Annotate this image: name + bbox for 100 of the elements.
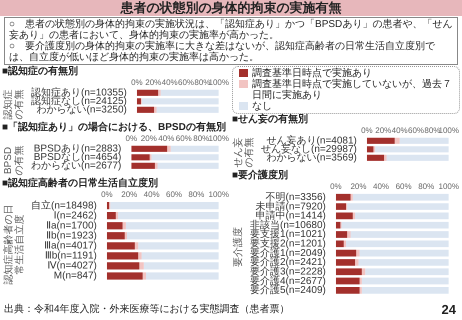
bar [106,252,138,260]
bar [154,106,157,113]
bar [110,202,219,210]
x-tick-label: 100% [438,126,460,136]
y-tick-label: わからない(n=3569) [266,152,357,164]
bar [365,268,449,276]
x-tick-label: 80% [418,182,434,192]
chart-title: ■認知症高齢者の日常生活自立度別 [2,178,160,189]
y-axis-title: 認知症の有無 [2,88,25,121]
bar [350,231,449,238]
bar [158,162,219,169]
bar [122,222,126,230]
bar [124,232,128,240]
source-note: 出典：令和4年度入院・外来医療等における実態調査（患者票） [4,304,290,316]
y-tick-label: 要介護5(n=2409) [250,284,326,296]
text: ■せん妄の有無別 [232,114,310,125]
y-tick-label: わからない(n=2677) [30,160,122,172]
bar [126,222,219,230]
x-tick-label: 20% [350,182,366,192]
bar [366,146,374,152]
y-tick-label: Ⅳ(n=4027) [47,260,97,272]
chart-title: ■「認知症あり」の場合における、BPSDの有無別 [2,122,227,133]
bar [346,240,449,248]
legend-label: 調査基準日時点で実施あり [252,68,372,79]
bar [136,106,154,113]
y-axis-title: 要介護度 [232,226,244,269]
bar [131,146,168,152]
bar [142,98,219,104]
x-tick-label: 100% [208,78,230,88]
x-tick-label: 60% [176,134,192,144]
y-axis-title: 認知症高齢者の日常生活自立度 [2,203,25,286]
bar [375,146,449,152]
bar [366,154,384,161]
bar [336,212,353,220]
text: ■認知症の有無別 [2,66,80,77]
bar [151,154,219,160]
x-tick-label: 60% [178,78,194,88]
bar [356,250,360,256]
bar [131,154,150,160]
bar [355,212,449,220]
bar [384,154,387,161]
bar [118,212,219,220]
text: ○ 要介護度別の身体的拘束の実施率に大きな差はないが、認知症高齢者の日常生活自立度別では、自立度が低いほど身体的拘束の実施率は高かった。 [9,41,436,63]
x-tick-label: 80% [424,126,440,136]
bar [167,146,171,152]
x-tick-label: 20% [145,78,162,88]
legend-label: なし [252,101,272,112]
bar [146,272,219,280]
bar [352,194,449,201]
x-tick-label: 0% [131,78,143,88]
bar [336,194,351,201]
bar [362,286,449,294]
x-tick-label: 20% [140,134,157,144]
x-tick-label: 0% [330,182,342,192]
y-tick-label: Ⅲb(n=1191) [44,250,97,262]
legend-label: 調査基準日時点で実施していないが、過去７日間に実施あり [252,79,453,101]
y-axis-title: せん妄の有無 [232,136,255,169]
x-tick-label: 40% [162,78,178,88]
bar [116,212,118,220]
bar [154,162,158,169]
bar [142,272,146,280]
bar [336,222,340,229]
text: ○ 患者の状態別の身体的拘束の実施状況は、「認知症あり」かつ「BPSDあり」の患者や、「せん妄あり」の患者において、身体的拘束の実施率が高かった。 [9,19,453,41]
x-tick-label: 40% [144,190,160,200]
y-tick-label: Ⅱb(n=1923) [46,230,97,242]
bar [336,231,348,238]
x-tick-label: 20% [375,126,392,136]
x-tick-label: 20% [121,190,138,200]
x-tick-label: 80% [194,78,210,88]
text: 24 [442,302,456,317]
bar [394,138,400,144]
y-tick-label: わからない(n=3250) [36,104,127,116]
bar [106,272,143,280]
bar [106,232,125,240]
x-tick-label: 40% [158,134,174,144]
y-tick-label: Ⅲa(n=4017) [44,240,97,252]
x-tick-label: 0% [101,190,113,200]
x-tick-label: 60% [166,190,182,200]
bar [106,242,135,250]
bar [106,262,140,270]
bar [106,222,123,230]
y-tick-label: M(n=847) [54,270,97,282]
y-tick-label: Ⅰ(n=2462) [54,210,97,222]
x-tick-label: 60% [396,182,412,192]
bar [336,250,356,256]
bar [362,278,449,284]
bar [342,222,449,229]
x-tick-label: 0% [126,134,138,144]
bar [106,212,116,220]
y-tick-label: Ⅱa(n=1700) [46,220,97,232]
text: 患者の状態別の身体的拘束の実施有無 [0,0,462,16]
bar [170,146,219,152]
bar [358,259,449,266]
x-tick-label: 40% [373,182,390,192]
bar [336,278,360,284]
bar [400,138,449,144]
bar [336,259,356,266]
bar [366,138,395,144]
bar [144,262,219,270]
bar [127,232,219,240]
